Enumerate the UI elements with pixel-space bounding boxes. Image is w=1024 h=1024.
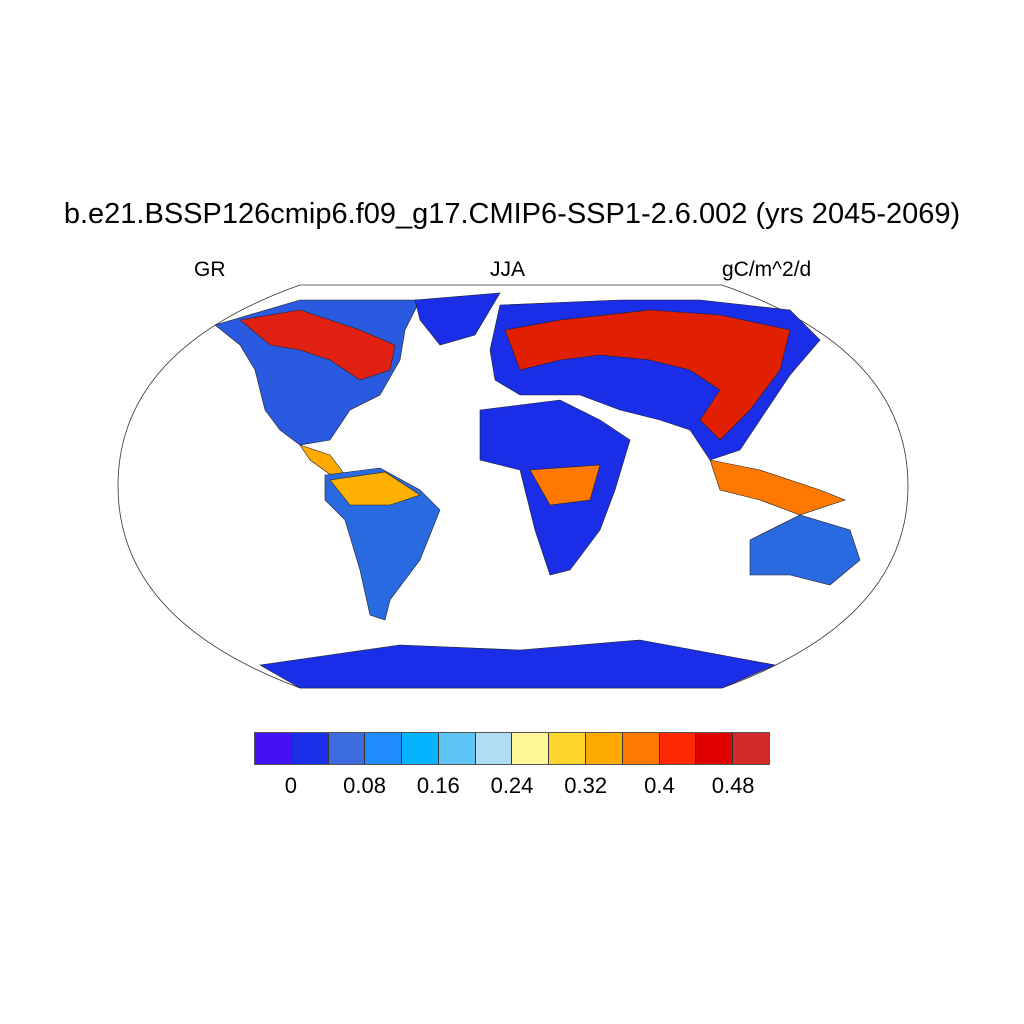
- colorbar-box: [733, 733, 769, 764]
- australia: [749, 514, 861, 586]
- colorbar-box: [659, 733, 697, 764]
- colorbar-box: [402, 733, 439, 764]
- colorbar-tick-label: 0: [284, 773, 297, 798]
- greenland: [414, 292, 501, 346]
- season-label: JJA: [490, 258, 526, 281]
- north-america-boreal: [239, 309, 396, 381]
- units-label: gC/m^2/d: [722, 258, 812, 281]
- south-america: [324, 467, 441, 621]
- colorbar-box: [328, 733, 366, 764]
- amazon: [329, 471, 421, 506]
- colorbar-tick-label: 0.32: [564, 773, 608, 798]
- colorbar-tick-label: 0.4: [644, 773, 675, 798]
- colorbar-box: [438, 733, 476, 764]
- colorbar-box: [549, 733, 587, 764]
- central-africa: [529, 464, 601, 506]
- colorbar-tick-label: 0.08: [343, 773, 386, 798]
- colorbar-box: [291, 733, 329, 764]
- colorbar-box: [586, 733, 623, 764]
- colorbar-box: [475, 733, 513, 764]
- eurasia-high-gpp: [504, 309, 791, 441]
- southeast-asia: [709, 459, 846, 516]
- colorbar-tick-label: 0.48: [711, 773, 755, 798]
- antarctica: [259, 639, 777, 689]
- colorbar-tick-label: 0.16: [416, 773, 460, 798]
- colorbar-box: [696, 733, 734, 764]
- land-masses: [214, 292, 861, 689]
- colorbar-tick-label: 0.24: [490, 773, 534, 798]
- colorbar-box: [512, 733, 550, 764]
- colorbar-box: [622, 733, 660, 764]
- variable-label: GR: [194, 258, 226, 281]
- colorbar-box: [365, 733, 403, 764]
- plot-title: b.e21.BSSP126cmip6.f09_g17.CMIP6-SSP1-2.…: [63, 198, 961, 230]
- colorbar-box: [255, 733, 292, 764]
- colorbar: [254, 732, 770, 765]
